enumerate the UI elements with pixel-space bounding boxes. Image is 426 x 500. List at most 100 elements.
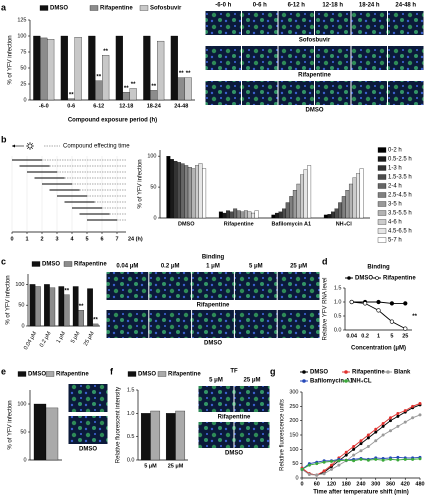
bar bbox=[251, 212, 256, 219]
row-caption: DMSO bbox=[79, 447, 97, 453]
y-tick-label: 50 bbox=[150, 185, 156, 191]
legend-swatch bbox=[377, 156, 387, 162]
x-tick-label: 240 bbox=[356, 481, 365, 487]
y-axis-label: % of YFV infection bbox=[138, 159, 144, 208]
point bbox=[359, 442, 363, 446]
point bbox=[376, 299, 381, 305]
point bbox=[329, 459, 333, 463]
x-tick-label: 0.04 bbox=[346, 333, 358, 339]
point bbox=[366, 458, 370, 462]
legend-swatch bbox=[39, 5, 49, 11]
column-label: 0.04 μM bbox=[116, 264, 138, 270]
micrograph bbox=[205, 46, 241, 70]
point bbox=[300, 467, 304, 471]
bar bbox=[184, 77, 192, 101]
point bbox=[315, 473, 319, 477]
point bbox=[388, 429, 392, 433]
y-tick-label: 0.5 bbox=[334, 313, 342, 319]
row-caption: Rifapentine bbox=[218, 415, 251, 421]
x-tick-label: 1 μM bbox=[56, 330, 68, 344]
legend-swatch bbox=[31, 261, 41, 267]
point bbox=[359, 449, 363, 453]
point bbox=[366, 444, 370, 448]
bar bbox=[243, 210, 248, 219]
bar bbox=[187, 167, 192, 219]
point bbox=[374, 427, 378, 431]
panel-label: c bbox=[1, 256, 6, 266]
legend-label: 0-2 h bbox=[388, 148, 402, 154]
bar bbox=[345, 190, 350, 219]
point bbox=[349, 299, 354, 305]
y-tick-label: 0.0 bbox=[127, 457, 135, 463]
arrow-head bbox=[12, 144, 15, 148]
annotation: ** bbox=[69, 92, 74, 98]
bar bbox=[35, 286, 41, 327]
y-tick-label: 1.0 bbox=[127, 411, 135, 417]
point bbox=[396, 411, 400, 415]
micrograph bbox=[277, 310, 320, 338]
y-tick-label: 1.5 bbox=[334, 285, 342, 291]
bar bbox=[356, 173, 361, 219]
bar bbox=[198, 163, 203, 219]
y-axis-label: Relative fluorescent intensity bbox=[116, 387, 122, 463]
bar bbox=[278, 211, 283, 219]
point bbox=[389, 301, 395, 306]
y-tick-label: 0.0 bbox=[334, 327, 342, 333]
point bbox=[359, 457, 363, 461]
x-tick-label: 0.2 bbox=[361, 333, 369, 339]
legend-label: Rifapentine bbox=[383, 276, 416, 282]
column-label: 1 μM bbox=[206, 264, 220, 270]
bar bbox=[307, 165, 312, 219]
point bbox=[396, 458, 400, 462]
point bbox=[352, 444, 356, 448]
micrograph bbox=[315, 81, 351, 105]
bar bbox=[296, 183, 301, 219]
micrograph bbox=[278, 81, 314, 105]
point bbox=[352, 453, 356, 457]
y-axis-label: % of YFV infection bbox=[6, 275, 12, 324]
legend-swatch bbox=[45, 371, 55, 377]
legend-swatch bbox=[127, 371, 137, 377]
x-tick-label: 0 bbox=[10, 236, 13, 242]
annotation: ** bbox=[79, 304, 84, 310]
micrograph bbox=[192, 310, 234, 338]
legend-swatch bbox=[89, 5, 99, 11]
x-tick-label: Rifapentine bbox=[224, 221, 254, 227]
panel-label: f bbox=[110, 366, 114, 376]
bar bbox=[150, 90, 158, 101]
bar bbox=[170, 35, 178, 101]
point bbox=[329, 463, 333, 467]
bar bbox=[334, 208, 339, 219]
y-tick-label: 50 bbox=[20, 65, 26, 71]
grid-title: Binding bbox=[202, 255, 225, 261]
point bbox=[411, 457, 415, 461]
point bbox=[403, 457, 407, 461]
point bbox=[418, 457, 422, 461]
y-tick-label: 0 bbox=[23, 97, 26, 103]
bar bbox=[236, 210, 241, 219]
micrograph bbox=[315, 46, 351, 70]
point bbox=[376, 308, 381, 313]
y-tick-label: 0.5 bbox=[127, 434, 135, 440]
micrograph bbox=[205, 11, 241, 35]
bar bbox=[338, 202, 343, 219]
legend-marker bbox=[344, 370, 348, 374]
x-tick-label: 5 μM bbox=[70, 330, 82, 344]
column-label: 0.2 μM bbox=[161, 264, 180, 270]
point bbox=[366, 433, 370, 437]
legend-swatch bbox=[377, 228, 387, 234]
y-tick-label: 1.5 bbox=[127, 387, 135, 393]
bar bbox=[289, 196, 294, 219]
x-tick-label: 5 μM bbox=[144, 463, 157, 469]
legend-swatch bbox=[377, 192, 387, 198]
column-label: 18-24 h bbox=[359, 3, 380, 9]
column-label: 12-18 h bbox=[322, 3, 343, 9]
legend-label: Compound effecting time bbox=[63, 144, 130, 150]
legend-label: Bafilomycin A1 bbox=[310, 379, 354, 385]
micrograph bbox=[315, 11, 351, 35]
bar bbox=[195, 165, 199, 219]
bar bbox=[300, 174, 304, 219]
x-tick-label: 0.04 μM bbox=[23, 330, 38, 351]
point bbox=[389, 319, 395, 324]
y-tick-label: 25 bbox=[20, 81, 26, 87]
